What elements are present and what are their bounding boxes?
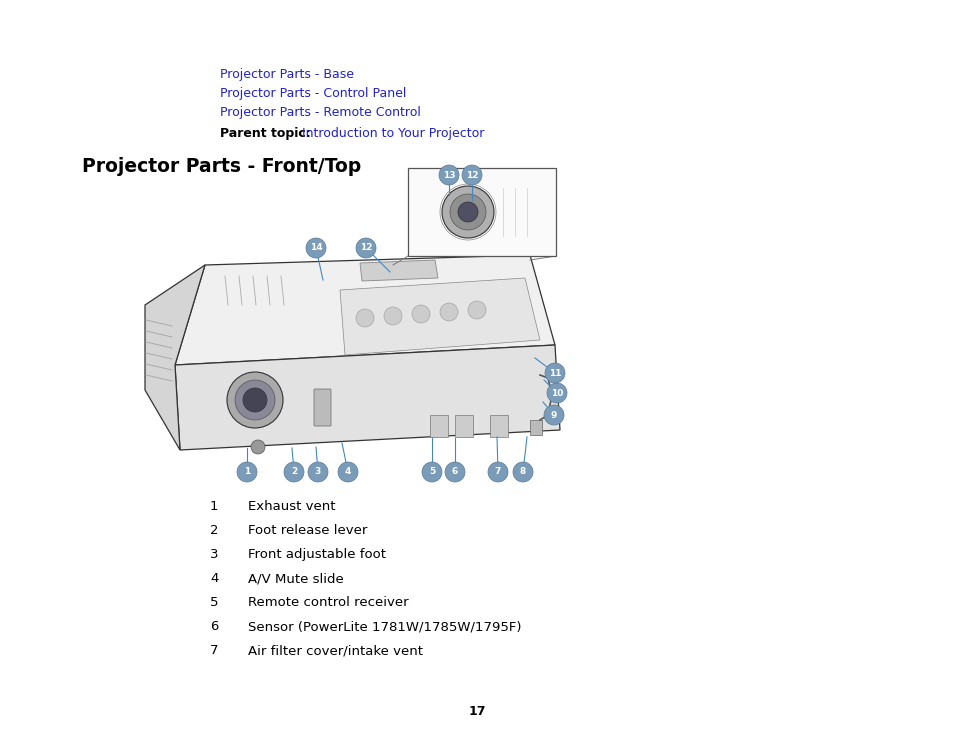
Text: Projector Parts - Remote Control: Projector Parts - Remote Control xyxy=(220,106,420,119)
Circle shape xyxy=(306,238,326,258)
Bar xyxy=(530,420,541,435)
Text: Front adjustable foot: Front adjustable foot xyxy=(248,548,386,561)
Text: 4: 4 xyxy=(344,467,351,477)
Circle shape xyxy=(308,462,328,482)
Circle shape xyxy=(468,301,485,319)
Text: Projector Parts - Front/Top: Projector Parts - Front/Top xyxy=(82,157,361,176)
Circle shape xyxy=(251,440,265,454)
Circle shape xyxy=(488,462,507,482)
Circle shape xyxy=(444,462,464,482)
Text: 6: 6 xyxy=(452,467,457,477)
Text: 17: 17 xyxy=(468,705,485,718)
Text: Exhaust vent: Exhaust vent xyxy=(248,500,335,513)
Circle shape xyxy=(438,165,458,185)
Circle shape xyxy=(236,462,256,482)
Bar xyxy=(430,415,448,437)
Bar xyxy=(408,168,556,256)
Polygon shape xyxy=(359,260,437,281)
Circle shape xyxy=(243,388,267,412)
Circle shape xyxy=(412,305,430,323)
Circle shape xyxy=(450,194,485,230)
Circle shape xyxy=(337,462,357,482)
FancyBboxPatch shape xyxy=(314,389,331,426)
Text: 9: 9 xyxy=(550,410,557,419)
Text: Projector Parts - Control Panel: Projector Parts - Control Panel xyxy=(220,87,406,100)
Circle shape xyxy=(439,303,457,321)
Text: 7: 7 xyxy=(210,644,218,657)
Circle shape xyxy=(543,405,563,425)
Text: 1: 1 xyxy=(244,467,250,477)
Circle shape xyxy=(227,372,283,428)
Circle shape xyxy=(284,462,304,482)
Circle shape xyxy=(355,309,374,327)
Text: 1: 1 xyxy=(210,500,218,513)
Circle shape xyxy=(355,238,375,258)
Text: 5: 5 xyxy=(210,596,218,609)
Text: 6: 6 xyxy=(210,620,218,633)
Text: 10: 10 xyxy=(550,388,562,398)
Text: 11: 11 xyxy=(548,368,560,378)
Polygon shape xyxy=(339,278,539,355)
Text: 4: 4 xyxy=(210,572,218,585)
Text: Remote control receiver: Remote control receiver xyxy=(248,596,408,609)
Text: 2: 2 xyxy=(210,524,218,537)
Circle shape xyxy=(441,186,494,238)
Circle shape xyxy=(234,380,274,420)
Circle shape xyxy=(421,462,441,482)
Text: Air filter cover/intake vent: Air filter cover/intake vent xyxy=(248,644,422,657)
Text: 12: 12 xyxy=(465,170,477,179)
Circle shape xyxy=(546,383,566,403)
Text: 3: 3 xyxy=(314,467,321,477)
Text: Projector Parts - Base: Projector Parts - Base xyxy=(220,68,354,81)
Text: 12: 12 xyxy=(359,244,372,252)
Circle shape xyxy=(513,462,533,482)
Bar xyxy=(490,415,507,437)
Polygon shape xyxy=(174,345,559,450)
Text: A/V Mute slide: A/V Mute slide xyxy=(248,572,343,585)
Text: 14: 14 xyxy=(310,244,322,252)
Polygon shape xyxy=(145,265,205,450)
Bar xyxy=(455,415,473,437)
Text: 5: 5 xyxy=(429,467,435,477)
Text: Parent topic:: Parent topic: xyxy=(220,127,311,140)
Text: 8: 8 xyxy=(519,467,525,477)
Circle shape xyxy=(457,202,477,222)
Text: Foot release lever: Foot release lever xyxy=(248,524,367,537)
Text: 2: 2 xyxy=(291,467,296,477)
Text: Sensor (PowerLite 1781W/1785W/1795F): Sensor (PowerLite 1781W/1785W/1795F) xyxy=(248,620,521,633)
Text: Introduction to Your Projector: Introduction to Your Projector xyxy=(302,127,484,140)
Text: 3: 3 xyxy=(210,548,218,561)
Circle shape xyxy=(384,307,401,325)
Circle shape xyxy=(461,165,481,185)
Polygon shape xyxy=(174,255,555,365)
Text: 7: 7 xyxy=(495,467,500,477)
Text: 13: 13 xyxy=(442,170,455,179)
Circle shape xyxy=(544,363,564,383)
